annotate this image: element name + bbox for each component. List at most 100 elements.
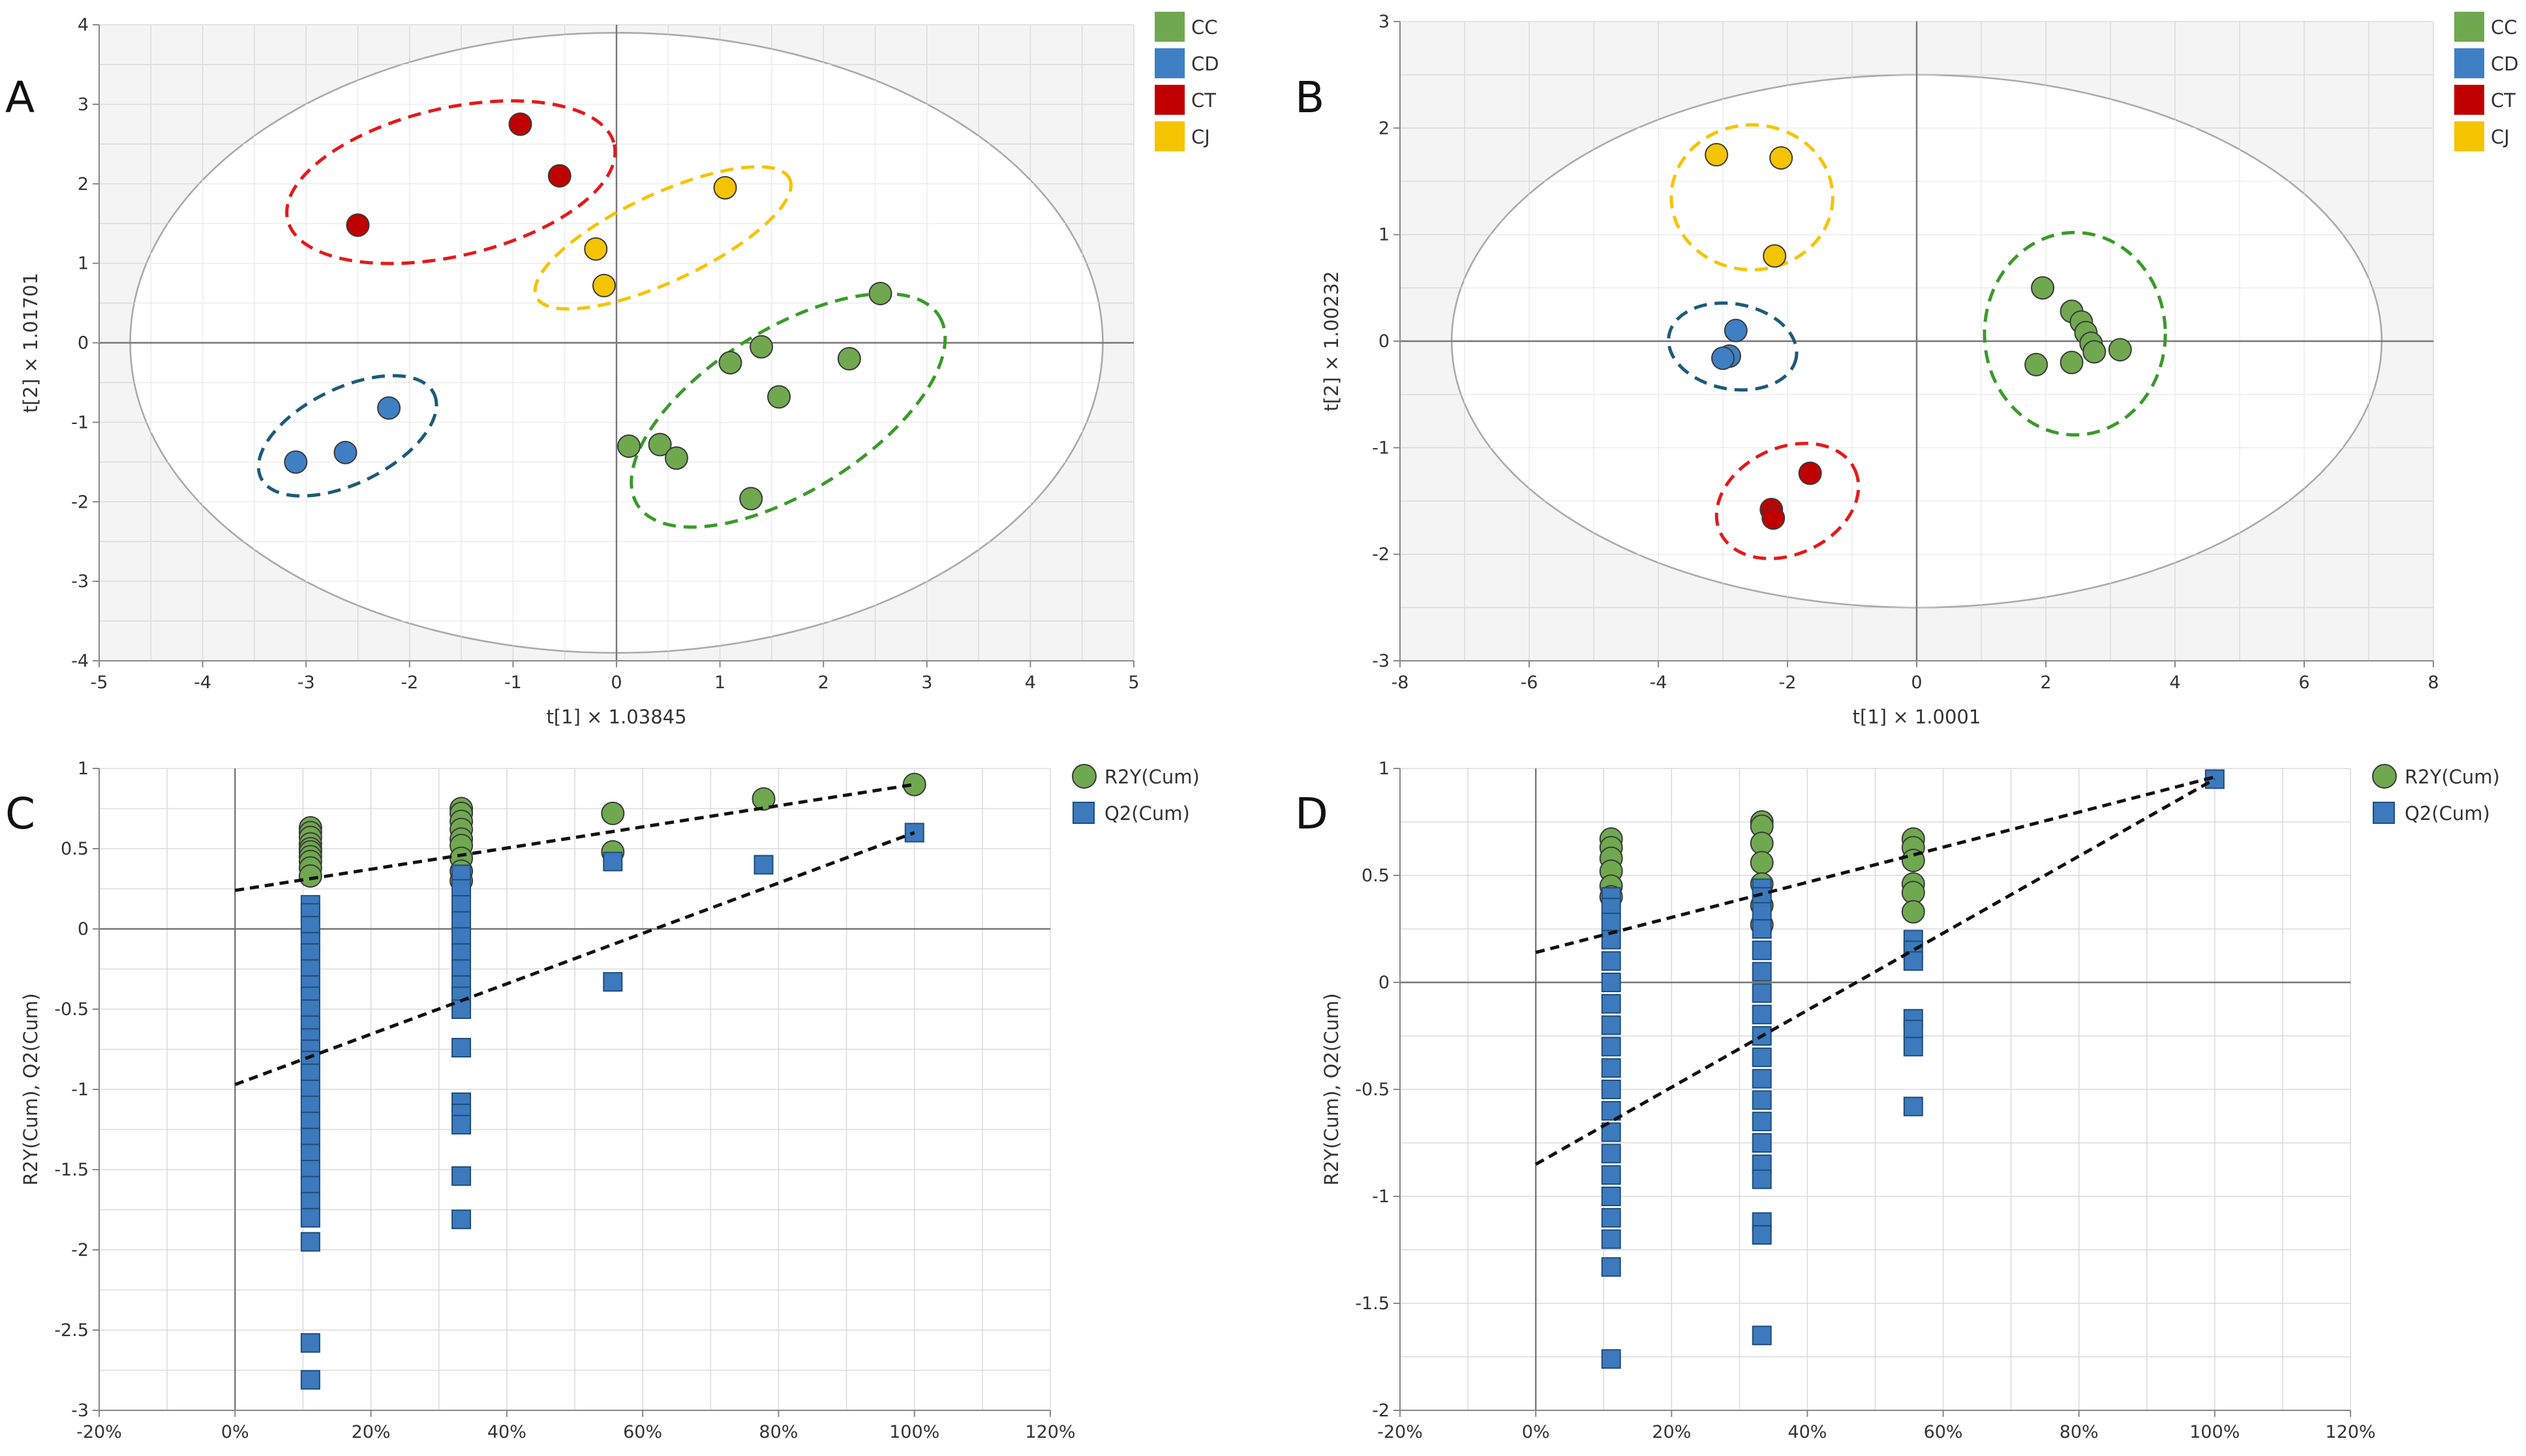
data-point-q2-cum bbox=[1601, 1165, 1621, 1185]
data-point-q2-cum bbox=[451, 1038, 472, 1058]
data-point-r2y-cum bbox=[1901, 900, 1925, 924]
y-tick-label: -2 bbox=[71, 1240, 89, 1260]
panel-d: D -20% 0% 20% 40% 60% 80% 100% 120% -2 -1.5 -1 -0.5 0… bbox=[1295, 759, 2500, 1442]
data-point-q2-cum bbox=[451, 1209, 472, 1230]
x-tick-label: 40% bbox=[1788, 1422, 1827, 1442]
data-point-cd bbox=[1724, 318, 1748, 342]
data-point-q2-cum bbox=[300, 1207, 320, 1228]
y-tick-label: -1 bbox=[71, 412, 89, 432]
y-axis-label: R2Y(Cum), Q2(Cum) bbox=[1320, 993, 1343, 1185]
trend-line bbox=[234, 831, 915, 1086]
legend-label: CJ bbox=[1191, 126, 1210, 148]
data-point-cd bbox=[1711, 346, 1735, 371]
data-point-cc bbox=[2060, 350, 2084, 374]
data-point-q2-cum bbox=[1601, 1229, 1621, 1249]
legend-label: CD bbox=[2491, 53, 2519, 75]
legend-swatch-q2 bbox=[1073, 802, 1095, 824]
y-axis-label: t[2] × 1.00232 bbox=[1320, 271, 1343, 411]
data-point-q2-cum bbox=[1903, 1020, 1923, 1040]
data-point-ct bbox=[547, 164, 571, 188]
x-tick-label: 0 bbox=[611, 673, 622, 693]
group-ellipse-cc bbox=[1983, 230, 2167, 437]
panel-letter: B bbox=[1295, 72, 1324, 123]
data-point-q2-cum bbox=[300, 1333, 320, 1353]
data-point-cd bbox=[284, 450, 308, 474]
y-tick-label: 3 bbox=[78, 95, 89, 115]
data-point-q2-cum bbox=[1752, 902, 1772, 922]
data-point-q2-cum bbox=[603, 851, 623, 872]
x-tick-label: 0 bbox=[1911, 673, 1922, 693]
x-tick-label: 40% bbox=[487, 1422, 526, 1442]
data-point-q2-cum bbox=[300, 999, 320, 1019]
x-tick-label: 0% bbox=[221, 1422, 249, 1442]
legend-label: Q2(Cum) bbox=[1104, 802, 1190, 825]
legend-swatch-ct bbox=[1155, 85, 1185, 115]
y-tick-label: -2 bbox=[71, 492, 89, 512]
data-point-cc bbox=[664, 446, 688, 470]
data-point-ct bbox=[1798, 461, 1822, 485]
x-axis-label: t[1] × 1.03845 bbox=[546, 706, 686, 728]
data-point-cj bbox=[1769, 146, 1793, 170]
x-tick-label: 60% bbox=[623, 1422, 662, 1442]
legend-label: CD bbox=[1191, 53, 1219, 75]
data-point-cj bbox=[713, 175, 737, 200]
data-point-q2-cum bbox=[451, 895, 472, 915]
x-tick-label: 3 bbox=[921, 673, 932, 693]
data-point-q2-cum bbox=[451, 1166, 472, 1186]
x-tick-label: 5 bbox=[1128, 673, 1139, 693]
y-tick-label: -2.5 bbox=[54, 1320, 89, 1341]
legend-label: CT bbox=[2491, 89, 2516, 112]
x-tick-label: 2 bbox=[2040, 673, 2051, 693]
data-point-q2-cum bbox=[451, 1115, 472, 1135]
y-tick-label: 1 bbox=[1378, 225, 1390, 245]
x-tick-label: 120% bbox=[1025, 1422, 1075, 1442]
data-point-q2-cum bbox=[1601, 1037, 1621, 1057]
panel-letter: D bbox=[1295, 789, 1328, 839]
legend-swatch-cd bbox=[1155, 48, 1185, 78]
legend-label: CJ bbox=[2491, 126, 2510, 148]
data-point-q2-cum bbox=[1752, 983, 1772, 1003]
y-tick-label: 0.5 bbox=[61, 839, 89, 859]
legend-label: Q2(Cum) bbox=[2405, 802, 2490, 825]
data-point-q2-cum bbox=[300, 1370, 320, 1390]
group-ellipse-cj bbox=[533, 165, 793, 311]
data-point-cc bbox=[2024, 352, 2048, 376]
legend: CC CD CT CJ bbox=[2454, 12, 2519, 151]
data-point-q2-cum bbox=[1601, 1349, 1621, 1369]
y-tick-label: -2 bbox=[1372, 1401, 1390, 1421]
data-point-q2-cum bbox=[1752, 1326, 1772, 1346]
legend-label: CT bbox=[1191, 89, 1216, 112]
x-tick-label: -2 bbox=[1779, 673, 1797, 693]
data-point-cj bbox=[592, 273, 616, 297]
x-tick-label: 4 bbox=[1025, 673, 1036, 693]
y-tick-label: 3 bbox=[1378, 12, 1390, 32]
data-point-ct bbox=[346, 213, 370, 237]
data-point-q2-cum bbox=[1752, 1133, 1772, 1153]
y-tick-label: -1 bbox=[1372, 1187, 1390, 1207]
x-tick-label: 120% bbox=[2325, 1422, 2375, 1442]
data-point-cj bbox=[584, 237, 608, 261]
y-tick-label: 1 bbox=[78, 759, 89, 779]
x-tick-label: -1 bbox=[504, 673, 522, 693]
data-point-cc bbox=[750, 335, 774, 359]
data-point-q2-cum bbox=[1903, 1037, 1923, 1057]
data-point-cc bbox=[767, 385, 791, 409]
y-tick-label: 0 bbox=[78, 919, 89, 939]
panel-c: C -20% 0% 20% 40% 60% 80% 100% 120% -3 -2.5 -2 -1.5 -… bbox=[5, 759, 1200, 1442]
data-point-q2-cum bbox=[904, 823, 924, 843]
legend: R2Y(Cum) Q2(Cum) bbox=[2372, 764, 2500, 825]
data-point-q2-cum bbox=[1601, 913, 1621, 933]
data-point-cc bbox=[2082, 340, 2107, 364]
data-point-q2-cum bbox=[1903, 1097, 1923, 1117]
data-point-q2-cum bbox=[1601, 1058, 1621, 1078]
data-point-q2-cum bbox=[300, 1232, 320, 1252]
data-point-q2-cum bbox=[1601, 973, 1621, 992]
data-point-q2-cum bbox=[300, 1192, 320, 1212]
group-ellipse-cj bbox=[1669, 123, 1834, 272]
legend-swatch-cj bbox=[1155, 121, 1185, 151]
y-tick-label: -1 bbox=[1372, 438, 1390, 458]
x-tick-label: 1 bbox=[714, 673, 725, 693]
data-point-q2-cum bbox=[300, 1080, 320, 1099]
